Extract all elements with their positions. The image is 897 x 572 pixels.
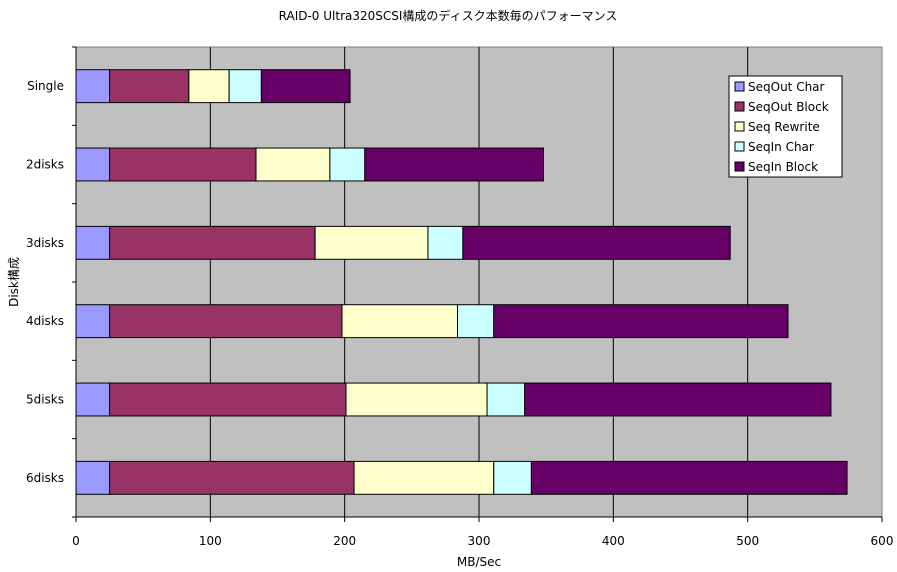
legend-swatch — [734, 141, 745, 152]
bar-segment — [75, 225, 111, 260]
x-tick-label: 500 — [736, 534, 759, 548]
legend-swatch — [734, 101, 745, 112]
bar-segment — [255, 147, 331, 182]
category-label: 5disks — [26, 393, 64, 407]
category-label: 6disks — [26, 471, 64, 485]
bar-segment — [493, 304, 789, 339]
bar-segment — [314, 225, 429, 260]
bar-segment — [75, 69, 111, 104]
x-axis-label: MB/Sec — [457, 555, 501, 569]
bar-segment — [188, 69, 230, 104]
bar-segment — [345, 382, 488, 417]
bar-segment — [109, 225, 316, 260]
bar-segment — [75, 382, 111, 417]
bar-segment — [364, 147, 544, 182]
bar-segment — [228, 69, 262, 104]
bar-segment — [353, 460, 495, 495]
category-label: 3disks — [26, 236, 64, 250]
legend-swatch — [734, 81, 745, 92]
legend: SeqOut Char SeqOut Block Seq Rewrite SeqIn … — [728, 75, 843, 178]
x-tick-label: 400 — [602, 534, 625, 548]
x-tick-label: 0 — [72, 534, 80, 548]
bar-segment — [109, 460, 355, 495]
legend-swatch — [734, 161, 745, 172]
bar-segment — [462, 225, 731, 260]
legend-label: SeqIn Char — [748, 140, 814, 154]
bar-segment — [524, 382, 832, 417]
bar-segment — [486, 382, 526, 417]
bar-segment — [75, 304, 111, 339]
legend-swatch — [734, 121, 745, 132]
y-axis-label: Disk構成 — [7, 257, 21, 307]
legend-label: SeqOut Block — [748, 100, 829, 114]
bar-segment — [260, 69, 351, 104]
bar-segment — [530, 460, 848, 495]
category-label: 4disks — [26, 314, 64, 328]
bar-segment — [427, 225, 464, 260]
legend-label: SeqOut Char — [748, 80, 825, 94]
legend-box — [728, 75, 843, 178]
x-tick-label: 600 — [871, 534, 894, 548]
bar-segment — [493, 460, 532, 495]
bar-segment — [75, 147, 111, 182]
bar-segment — [109, 382, 347, 417]
bar-segment — [329, 147, 366, 182]
bar-segment — [109, 304, 343, 339]
x-tick-label: 100 — [199, 534, 222, 548]
bar-segment — [109, 147, 257, 182]
bar-segment — [457, 304, 495, 339]
category-label: 2disks — [26, 158, 64, 172]
bar-segment — [341, 304, 459, 339]
axes: 0 100 200 300 400 500 600 Single 2disks 3disks 4di… — [26, 46, 894, 548]
bar-segment — [109, 69, 190, 104]
legend-label: SeqIn Block — [748, 160, 818, 174]
bar-segment — [75, 460, 111, 495]
bars — [75, 69, 848, 495]
chart-title: RAID-0 Ultra320SCSI構成のディスク本数毎のパフォーマンス — [279, 8, 618, 23]
x-tick-label: 200 — [333, 534, 356, 548]
x-tick-label: 300 — [468, 534, 491, 548]
legend-label: Seq Rewrite — [748, 120, 820, 134]
category-label: Single — [27, 79, 64, 93]
